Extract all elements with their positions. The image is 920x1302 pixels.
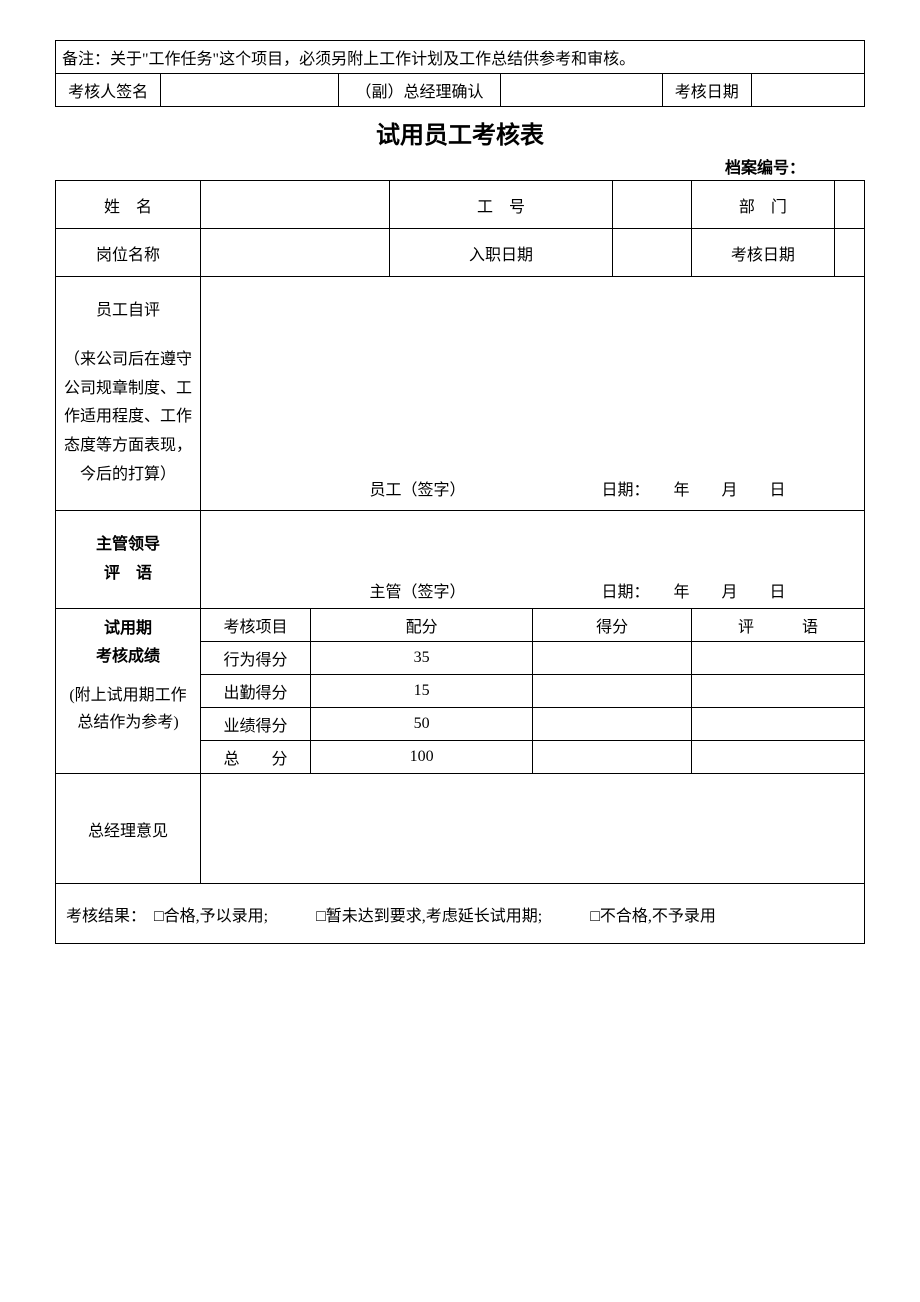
name-value[interactable]	[201, 181, 390, 229]
row0-allot: 35	[311, 642, 533, 675]
supervisor-sign-line: 主管（签字） 日期： 年 月 日	[221, 578, 844, 602]
row2-allot: 50	[311, 708, 533, 741]
score-heading2: 考核成绩	[64, 643, 192, 670]
row2-comment[interactable]	[691, 708, 864, 741]
col-allot: 配分	[311, 609, 533, 642]
row0-score[interactable]	[533, 642, 692, 675]
employee-sign-line: 员工（签字） 日期： 年 月 日	[221, 476, 844, 500]
row3-allot: 100	[311, 741, 533, 774]
empno-value[interactable]	[612, 181, 691, 229]
gm-opinion-content[interactable]	[201, 774, 865, 884]
dept-value[interactable]	[834, 181, 864, 229]
note-cell: 备注：关于"工作任务"这个项目，必须另附上工作计划及工作总结供参考和审核。	[56, 41, 865, 74]
supervisor-heading: 主管领导	[64, 531, 192, 560]
assessdate-label: 考核日期	[691, 229, 834, 277]
row3-score[interactable]	[533, 741, 692, 774]
score-section-label: 试用期 考核成绩 (附上试用期工作总结作为参考)	[56, 609, 201, 774]
self-eval-content[interactable]: 员工（签字） 日期： 年 月 日	[201, 277, 865, 511]
name-label: 姓 名	[56, 181, 201, 229]
empno-label: 工 号	[390, 181, 612, 229]
score-note: (附上试用期工作总结作为参考)	[64, 682, 192, 736]
hiredate-value[interactable]	[612, 229, 691, 277]
confirm-label: （副）总经理确认	[339, 74, 501, 107]
row3-item: 总 分	[201, 741, 311, 774]
main-form-table: 姓 名 工 号 部 门 岗位名称 入职日期 考核日期 员工自评 （来公司后在遵守…	[55, 180, 865, 944]
self-eval-label: 员工自评 （来公司后在遵守公司规章制度、工作适用程度、工作态度等方面表现，今后的…	[56, 277, 201, 511]
signer-value[interactable]	[161, 74, 339, 107]
supervisor-label: 主管领导 评 语	[56, 510, 201, 609]
self-eval-heading: 员工自评	[64, 297, 192, 326]
row1-score[interactable]	[533, 675, 692, 708]
confirm-value[interactable]	[500, 74, 662, 107]
result-line: 考核结果： □合格,予以录用; □暂未达到要求,考虑延长试用期; □不合格,不予…	[56, 884, 865, 944]
col-comment: 评 语	[691, 609, 864, 642]
gm-opinion-label: 总经理意见	[56, 774, 201, 884]
supervisor-heading2: 评 语	[64, 560, 192, 589]
row1-allot: 15	[311, 675, 533, 708]
row0-item: 行为得分	[201, 642, 311, 675]
page-title: 试用员工考核表	[55, 115, 865, 150]
hiredate-label: 入职日期	[390, 229, 612, 277]
score-heading: 试用期	[64, 615, 192, 642]
date-label: 考核日期	[662, 74, 751, 107]
top-note-table: 备注：关于"工作任务"这个项目，必须另附上工作计划及工作总结供参考和审核。 考核…	[55, 40, 865, 107]
self-eval-desc: （来公司后在遵守公司规章制度、工作适用程度、工作态度等方面表现，今后的打算）	[64, 346, 192, 490]
date-value[interactable]	[751, 74, 864, 107]
row1-comment[interactable]	[691, 675, 864, 708]
position-value[interactable]	[201, 229, 390, 277]
assessdate-value[interactable]	[834, 229, 864, 277]
dept-label: 部 门	[691, 181, 834, 229]
row1-item: 出勤得分	[201, 675, 311, 708]
signer-label: 考核人签名	[56, 74, 161, 107]
row3-comment[interactable]	[691, 741, 864, 774]
file-number-label: 档案编号：	[55, 154, 865, 178]
row0-comment[interactable]	[691, 642, 864, 675]
col-item: 考核项目	[201, 609, 311, 642]
position-label: 岗位名称	[56, 229, 201, 277]
col-score: 得分	[533, 609, 692, 642]
row2-item: 业绩得分	[201, 708, 311, 741]
supervisor-content[interactable]: 主管（签字） 日期： 年 月 日	[201, 510, 865, 609]
row2-score[interactable]	[533, 708, 692, 741]
